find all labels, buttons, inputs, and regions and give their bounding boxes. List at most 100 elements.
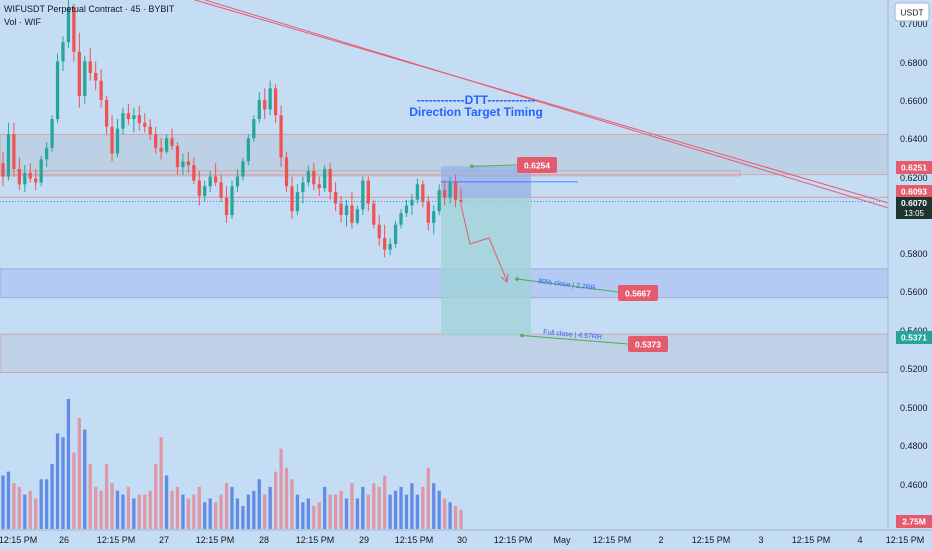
- candle-body: [17, 168, 21, 185]
- price-tick: 0.7000: [900, 19, 928, 29]
- volume-bar: [388, 494, 392, 529]
- candle-body: [94, 72, 98, 81]
- volume-bar: [279, 448, 283, 529]
- candle-body: [268, 88, 272, 110]
- candle-body: [241, 161, 245, 177]
- volume-bar: [99, 490, 103, 529]
- price-tick: 0.6600: [900, 96, 928, 106]
- volume-bar: [350, 483, 354, 529]
- candle-body: [350, 205, 354, 223]
- volume-bar: [28, 490, 32, 529]
- entry-dot: [470, 164, 474, 169]
- candle-body: [6, 134, 11, 177]
- candle-body: [219, 182, 223, 198]
- candle-body: [312, 170, 316, 185]
- candle-body: [432, 211, 436, 223]
- volume-bar: [317, 502, 321, 529]
- price-tag-text: 0.5371: [901, 333, 927, 343]
- volume-bar: [132, 498, 136, 529]
- volume-bar: [77, 418, 81, 529]
- price-tick: 0.6800: [900, 58, 928, 68]
- volume-bar: [192, 494, 196, 529]
- candle-body: [186, 161, 191, 166]
- candle: [61, 36, 65, 72]
- candle: [77, 32, 81, 108]
- candle-body: [44, 147, 49, 160]
- candle-body: [83, 61, 87, 96]
- price-tag-text: 0.6093: [901, 187, 927, 197]
- candle-body: [252, 119, 256, 139]
- candle: [170, 128, 174, 150]
- volume-legend[interactable]: Vol · WIF: [4, 17, 42, 27]
- volume-bar: [383, 475, 387, 529]
- candle: [219, 174, 223, 202]
- candle-body: [263, 99, 267, 110]
- time-tick: 29: [359, 535, 369, 545]
- time-tick: 12:15 PM: [395, 535, 434, 545]
- candle-body: [437, 190, 441, 212]
- candle-body: [181, 161, 185, 168]
- volume-bar: [404, 494, 409, 529]
- candle-body: [284, 157, 289, 187]
- candle: [17, 157, 21, 191]
- candle: [50, 115, 54, 152]
- candle-body: [175, 145, 180, 168]
- volume-bar: [372, 483, 376, 529]
- entry-label[interactable]: 0.6254: [517, 157, 557, 173]
- time-tick: 28: [259, 535, 269, 545]
- candle: [350, 192, 354, 229]
- countdown-text: 13:05: [904, 209, 925, 218]
- volume-bar: [121, 494, 125, 529]
- volume-tag-text: 2.75M: [902, 517, 926, 527]
- volume-bar: [448, 502, 452, 529]
- candle: [279, 105, 283, 168]
- candle: [1, 151, 5, 187]
- candle: [137, 105, 141, 131]
- time-tick: 12:15 PM: [692, 535, 731, 545]
- candle: [415, 178, 420, 204]
- price-scale[interactable]: [888, 0, 932, 530]
- candle: [432, 205, 436, 235]
- currency-button[interactable]: USDT: [894, 2, 930, 22]
- volume-bar: [154, 464, 158, 529]
- candle-body: [164, 138, 169, 152]
- time-tick: 12:15 PM: [0, 535, 37, 545]
- candle-body: [333, 192, 338, 204]
- tp2-dot: [520, 333, 524, 338]
- candle-body: [1, 163, 5, 177]
- time-tick: 12:15 PM: [296, 535, 335, 545]
- candle: [175, 142, 180, 175]
- volume-bar: [44, 479, 49, 529]
- volume-bar: [426, 467, 430, 529]
- tp2-label[interactable]: 0.5373: [628, 336, 668, 352]
- candle: [159, 138, 163, 160]
- volume-bar: [203, 502, 207, 529]
- volume-bar: [339, 490, 343, 529]
- candle: [257, 92, 261, 123]
- time-scale[interactable]: [0, 530, 932, 550]
- candle: [126, 103, 131, 125]
- candle: [39, 155, 43, 187]
- candle-body: [34, 178, 38, 183]
- tp2-label-text: 0.5373: [635, 340, 661, 350]
- volume-bar: [443, 498, 447, 529]
- volume-bar: [83, 429, 87, 529]
- symbol-title[interactable]: WIFUSDT Perpetual Contract · 45 · BYBIT: [4, 4, 175, 14]
- candle-body: [301, 182, 305, 193]
- price-tick: 0.5200: [900, 364, 928, 374]
- time-tick: May: [553, 535, 571, 545]
- price-ticks: 0.7000 0.6800 0.6600 0.6400 0.6200 0.580…: [900, 19, 928, 490]
- tp1-label[interactable]: 0.5667: [618, 285, 658, 301]
- tp1-label-text: 0.5667: [625, 289, 651, 299]
- candle: [94, 61, 98, 91]
- current-price-text: 0.6070: [901, 198, 927, 208]
- candle: [132, 107, 136, 133]
- candle: [317, 176, 321, 196]
- volume-bar: [137, 494, 141, 529]
- volume-bar: [333, 494, 338, 529]
- volume-bar: [197, 486, 201, 529]
- candle-body: [383, 238, 387, 250]
- candle: [323, 165, 327, 193]
